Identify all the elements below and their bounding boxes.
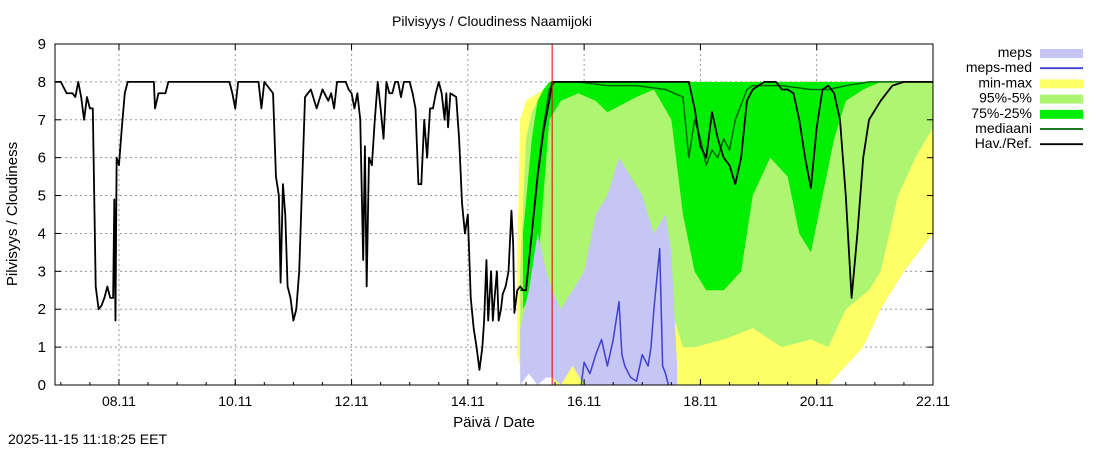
x-tick-label: 14.11 bbox=[451, 393, 485, 409]
chart-title: Pilvisyys / Cloudiness Naamijoki bbox=[392, 13, 592, 29]
y-tick-label: 4 bbox=[38, 225, 46, 242]
y-axis-label: Pilvisyys / Cloudiness bbox=[4, 142, 21, 286]
axes: 0 1 2 3 4 5 6 7 8 9 08.11 10.11 12.11 14.11 16.11 18.11… bbox=[38, 36, 951, 409]
x-tick-label: 22.11 bbox=[916, 393, 950, 409]
legend-label: Hav./Ref. bbox=[975, 135, 1032, 151]
lines bbox=[55, 44, 933, 385]
legend-swatch bbox=[1040, 49, 1083, 58]
legend-label: min-max bbox=[978, 74, 1032, 90]
x-tick-label: 12.11 bbox=[335, 393, 369, 409]
legend-label: mediaani bbox=[975, 120, 1032, 136]
timestamp: 2025-11-15 11:18:25 EET bbox=[8, 431, 168, 447]
y-tick-label: 6 bbox=[38, 150, 46, 167]
y-tick-label: 9 bbox=[38, 36, 46, 53]
observed-line bbox=[55, 80, 933, 371]
meps-median-line bbox=[580, 247, 670, 385]
y-tick-label: 0 bbox=[38, 377, 46, 394]
plot-frame bbox=[54, 43, 934, 386]
y-tick-label: 8 bbox=[38, 74, 46, 91]
legend: mepsmeps-medmin-max95%-5%75%-25%mediaani… bbox=[966, 44, 1083, 151]
meps-band bbox=[520, 157, 678, 385]
legend-swatch bbox=[1040, 109, 1083, 119]
x-tick-label: 10.11 bbox=[218, 393, 252, 409]
p75-25-band bbox=[523, 81, 881, 310]
legend-label: meps bbox=[998, 44, 1032, 60]
legend-label: 75%-25% bbox=[971, 105, 1032, 121]
y-tick-label: 5 bbox=[38, 188, 46, 205]
legend-swatch bbox=[1040, 94, 1083, 104]
x-tick-label: 18.11 bbox=[683, 393, 717, 409]
legend-label: 95%-5% bbox=[979, 90, 1032, 106]
x-tick-label: 08.11 bbox=[102, 393, 136, 409]
legend-swatch bbox=[1040, 79, 1083, 89]
y-tick-label: 2 bbox=[38, 301, 46, 318]
x-tick-label: 20.11 bbox=[800, 393, 834, 409]
y-tick-label: 7 bbox=[38, 112, 46, 129]
x-axis-label: Päivä / Date bbox=[453, 414, 535, 431]
y-tick-label: 3 bbox=[38, 263, 46, 280]
y-tick-label: 1 bbox=[38, 339, 46, 356]
legend-label: meps-med bbox=[966, 59, 1032, 75]
x-tick-label: 16.11 bbox=[567, 393, 601, 409]
bands bbox=[517, 81, 933, 385]
